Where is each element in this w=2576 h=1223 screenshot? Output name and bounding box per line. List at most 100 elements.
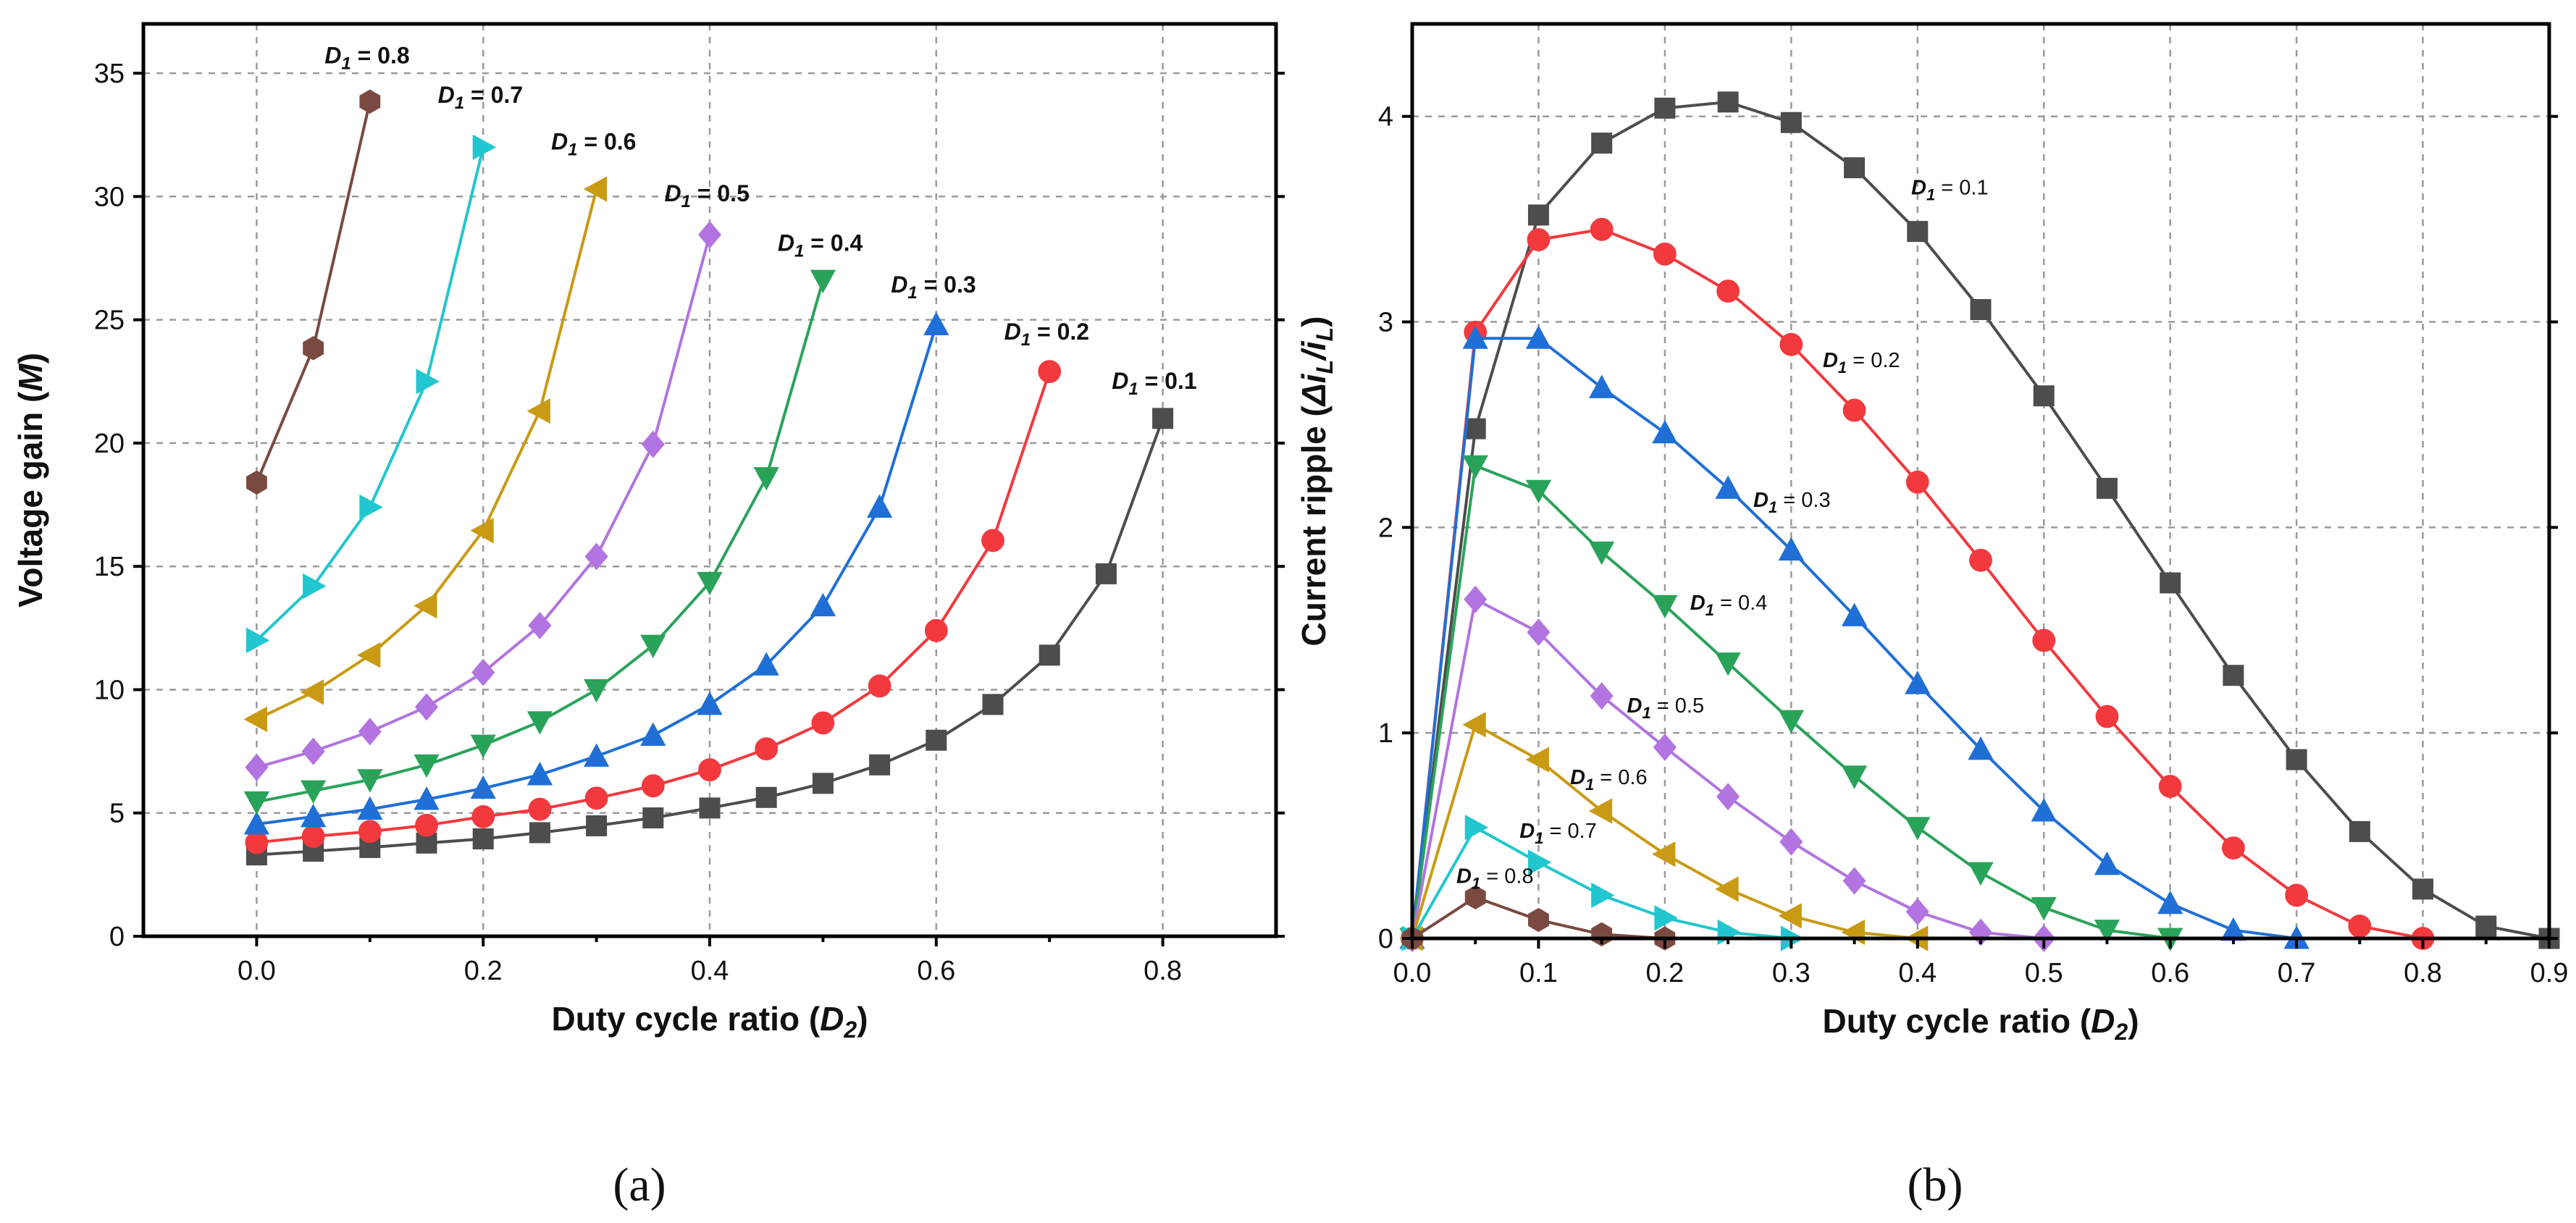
ann-value: = 0.4 [1714, 592, 1767, 615]
ann-sub: 1 [1706, 601, 1714, 619]
ann-d: D [1456, 865, 1472, 888]
data-point [2094, 851, 2120, 875]
data-point [1715, 876, 1739, 902]
data-point [1907, 221, 1929, 243]
data-point [1905, 471, 1929, 494]
ann-d: D [891, 272, 907, 298]
x-tick-label: 0.8 [1144, 956, 1182, 986]
series-d106 [1399, 712, 1929, 951]
data-point [641, 430, 665, 458]
ann-value: = 0.4 [804, 230, 863, 256]
data-point [526, 762, 553, 786]
series-annotations: D1 = 0.1D1 = 0.2D1 = 0.3D1 = 0.4D1 = 0.5… [1456, 177, 1989, 893]
data-point [811, 711, 835, 735]
series-annotation: D1 = 0.4 [1690, 592, 1768, 619]
data-point [1969, 548, 1992, 572]
data-point [753, 652, 779, 676]
y-tick-label: 2 [1378, 513, 1393, 543]
series-annotation: D1 = 0.3 [1753, 489, 1831, 516]
data-point [301, 825, 325, 848]
x-tick-label: 0.6 [2151, 958, 2189, 988]
y-tick-label: 35 [94, 59, 125, 89]
ann-value: = 0.8 [351, 42, 410, 68]
data-point [697, 692, 723, 715]
y-tick-label: 3 [1378, 308, 1393, 338]
y-tick-label: 4 [1378, 102, 1393, 133]
data-point [1654, 904, 1678, 931]
data-point [2286, 749, 2307, 770]
ann-d: D [438, 82, 455, 108]
data-point [472, 828, 494, 849]
y-axis-title: Voltage gain (M) [12, 353, 49, 608]
x-tick-label: 0.0 [1393, 958, 1432, 988]
series-annotation: D1 = 0.6 [1570, 766, 1648, 794]
data-point [1152, 408, 1174, 429]
ann-value: = 0.6 [1594, 766, 1647, 789]
x-title-var: D [820, 1000, 844, 1038]
series-d103 [243, 311, 949, 835]
data-point [812, 773, 834, 794]
data-point [697, 221, 722, 249]
data-point [526, 398, 550, 424]
x-tick-label: 0.5 [2025, 958, 2063, 988]
ann-value: = 0.2 [1031, 319, 1089, 345]
data-point [1527, 228, 1551, 251]
data-point [414, 786, 440, 810]
data-point [416, 369, 440, 395]
ann-sub: 1 [1585, 776, 1594, 794]
ann-d: D [778, 230, 794, 256]
ann-sub: 1 [1021, 330, 1031, 350]
ann-value: = 0.1 [1138, 368, 1197, 394]
data-point [697, 571, 723, 596]
data-point [755, 737, 779, 761]
data-point [868, 674, 891, 698]
data-point [529, 822, 550, 844]
data-point [245, 753, 269, 781]
data-point [583, 743, 610, 767]
data-point [1527, 618, 1551, 647]
data-point [1525, 479, 1552, 504]
data-point [1464, 418, 1486, 440]
x-axis-title: Duty cycle ratio (D2) [551, 1000, 868, 1043]
y-title-text: Current ripple ( [1295, 405, 1333, 647]
data-point [923, 311, 949, 335]
x-tick-label: 0.9 [2530, 958, 2569, 988]
data-point [1905, 671, 1931, 694]
x-tick-label: 0.2 [1645, 958, 1684, 988]
data-point [301, 737, 325, 765]
series-annotation: D1 = 0.6 [551, 129, 636, 160]
x-title-close: ) [857, 1000, 868, 1038]
data-point [1716, 280, 1740, 303]
ann-value: = 0.1 [1935, 177, 1988, 200]
data-point [1591, 882, 1615, 909]
data-point [2348, 915, 2372, 938]
data-point [1970, 299, 1992, 321]
data-point [246, 627, 270, 653]
ann-value: = 0.7 [464, 82, 523, 108]
y-tick-label: 30 [94, 182, 125, 212]
series-annotation: D1 = 0.5 [1627, 694, 1705, 722]
data-point [2285, 883, 2309, 907]
data-point [1654, 97, 1676, 119]
data-point [1527, 204, 1549, 226]
data-point [1717, 91, 1739, 113]
data-point [357, 796, 383, 820]
data-point [1464, 815, 1489, 841]
axis-ticks: 0.0 0.1 0.2 0.3 0.4 0.5 0.6 0.7 0.8 0.9 0 1 2 3 4 [1378, 102, 2569, 988]
data-point [1780, 112, 1802, 133]
series-d104 [243, 269, 836, 815]
data-point [1591, 133, 1613, 154]
data-point [1462, 712, 1486, 738]
series-group [1399, 91, 2560, 952]
data-point [583, 678, 610, 703]
data-point [1968, 862, 1994, 886]
data-point [243, 811, 270, 835]
data-point [1653, 734, 1677, 762]
y-tick-label: 1 [1378, 718, 1393, 749]
data-point [1844, 157, 1866, 179]
ann-value: = 0.2 [1847, 349, 1900, 372]
series-d106 [243, 176, 608, 732]
data-point [1778, 710, 1804, 734]
series-annotation: D1 = 0.4 [778, 230, 863, 261]
